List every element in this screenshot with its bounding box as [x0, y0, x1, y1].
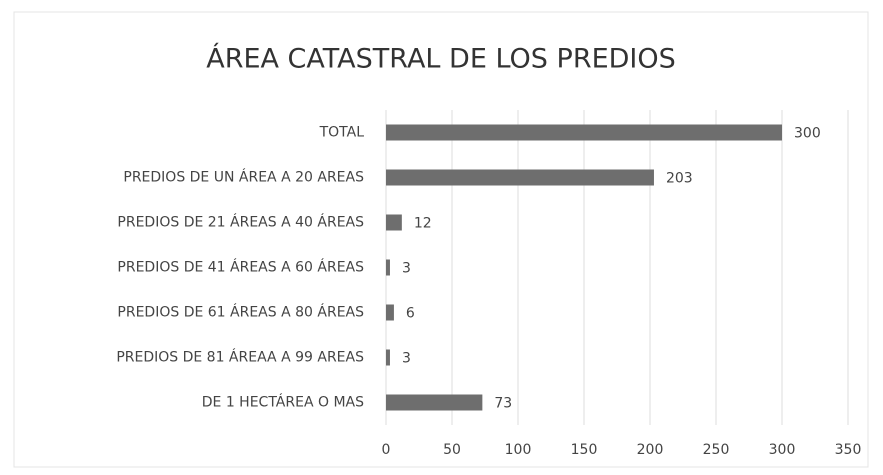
x-tick-label: 0 — [382, 442, 391, 458]
bar — [386, 169, 654, 186]
x-tick-label: 350 — [835, 442, 862, 458]
x-tick-label: 100 — [505, 442, 532, 458]
y-tick-label: PREDIOS DE 61 ÁREAS A 80 ÁREAS — [117, 304, 364, 321]
y-tick-label: TOTAL — [319, 125, 365, 141]
data-label: 3 — [402, 261, 411, 277]
y-tick-label: PREDIOS DE UN ÁREA A 20 AREAS — [123, 169, 364, 186]
bar — [386, 304, 394, 321]
x-tick-label: 50 — [443, 442, 461, 458]
data-label: 203 — [666, 171, 693, 187]
bar — [386, 214, 402, 231]
bar — [386, 259, 390, 276]
data-label: 12 — [414, 216, 432, 232]
x-tick-label: 250 — [703, 442, 730, 458]
chart-frame — [13, 11, 869, 468]
bar — [386, 124, 782, 141]
y-tick-label: PREDIOS DE 21 ÁREAS A 40 ÁREAS — [117, 214, 364, 231]
y-tick-label: DE 1 HECTÁREA O MAS — [202, 394, 364, 411]
chart-title: ÁREA CATASTRAL DE LOS PREDIOS — [206, 43, 676, 75]
data-label: 300 — [794, 126, 821, 142]
x-tick-label: 300 — [769, 442, 796, 458]
y-tick-label: PREDIOS DE 41 ÁREAS A 60 ÁREAS — [117, 259, 364, 276]
x-tick-label: 150 — [571, 442, 598, 458]
y-tick-label: PREDIOS DE 81 ÁREAA A 99 AREAS — [116, 349, 364, 366]
data-label: 6 — [406, 306, 415, 322]
data-label: 3 — [402, 351, 411, 367]
bar — [386, 349, 390, 366]
data-label: 73 — [494, 396, 512, 412]
x-tick-label: 200 — [637, 442, 664, 458]
bar — [386, 394, 483, 411]
